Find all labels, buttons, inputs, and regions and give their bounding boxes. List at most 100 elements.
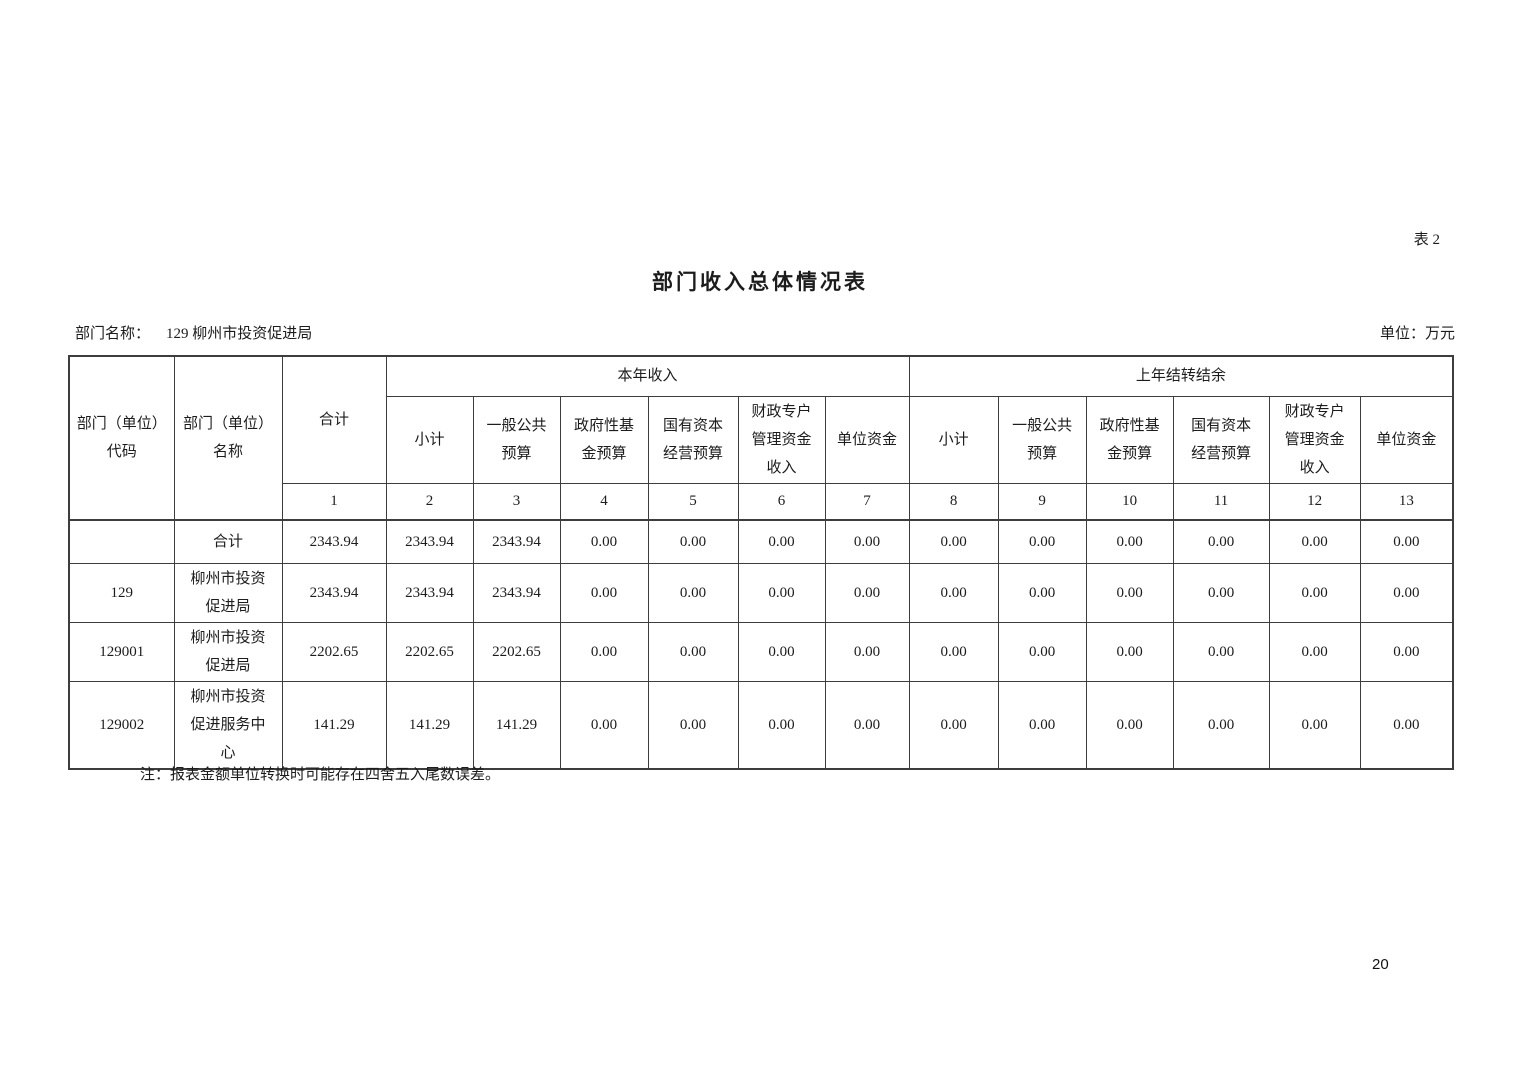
header-unit-funds-prior: 单位资金 <box>1359 395 1454 484</box>
cell-code: 129001 <box>68 621 175 682</box>
header-govt-fund-budget-prior: 政府性基 金预算 <box>1085 395 1174 484</box>
cell-value: 2202.65 <box>281 621 387 682</box>
cell-value: 0.00 <box>1085 519 1174 564</box>
cell-value: 0.00 <box>737 519 826 564</box>
cell-value: 141.29 <box>385 680 474 769</box>
cell-value: 0.00 <box>737 562 826 623</box>
department-value: 129 柳州市投资促进局 <box>166 326 313 342</box>
cell-value: 0.00 <box>824 562 910 623</box>
cell-code <box>68 519 175 564</box>
cell-value: 0.00 <box>1085 562 1174 623</box>
header-fiscal-special-account-prior: 财政专户 管理资金 收入 <box>1268 395 1361 484</box>
column-number-2: 2 <box>385 482 474 521</box>
cell-value: 0.00 <box>737 680 826 769</box>
cell-value: 0.00 <box>559 621 649 682</box>
cell-value: 2343.94 <box>385 519 474 564</box>
column-number-9: 9 <box>997 482 1087 521</box>
header-state-capital-budget-current: 国有资本 经营预算 <box>647 395 739 484</box>
column-number-12: 12 <box>1268 482 1361 521</box>
header-govt-fund-budget-current: 政府性基 金预算 <box>559 395 649 484</box>
cell-value: 141.29 <box>281 680 387 769</box>
cell-value: 0.00 <box>1085 621 1174 682</box>
cell-value: 0.00 <box>908 519 999 564</box>
cell-value: 0.00 <box>1359 562 1454 623</box>
department-label: 部门名称： <box>75 326 151 342</box>
cell-value: 0.00 <box>647 680 739 769</box>
cell-value: 0.00 <box>1268 680 1361 769</box>
cell-value: 0.00 <box>824 621 910 682</box>
column-number-5: 5 <box>647 482 739 521</box>
column-number-8: 8 <box>908 482 999 521</box>
header-total: 合计 <box>281 355 387 484</box>
income-overview-table: 部门（单位） 代码 部门（单位） 名称 合计 本年收入 上年结转结余 小计 一般… <box>68 355 1455 770</box>
table-row-total: 合计 2343.94 2343.94 2343.94 0.00 0.00 0.0… <box>68 519 1454 564</box>
column-number-7: 7 <box>824 482 910 521</box>
table-row-129: 129 柳州市投资 促进局 2343.94 2343.94 2343.94 0.… <box>68 562 1454 623</box>
cell-value: 0.00 <box>908 621 999 682</box>
cell-value: 0.00 <box>1359 621 1454 682</box>
header-group-current-year-income: 本年收入 <box>385 355 910 397</box>
cell-name: 柳州市投资 促进服务中 心 <box>173 680 283 769</box>
cell-value: 0.00 <box>559 680 649 769</box>
cell-name: 柳州市投资 促进局 <box>173 562 283 623</box>
column-number-11: 11 <box>1172 482 1270 521</box>
cell-value: 0.00 <box>824 519 910 564</box>
header-subtotal-current: 小计 <box>385 395 474 484</box>
header-name: 部门（单位） 名称 <box>173 355 283 521</box>
cell-value: 0.00 <box>1172 519 1270 564</box>
column-number-1: 1 <box>281 482 387 521</box>
cell-value: 0.00 <box>997 680 1087 769</box>
table-row-129001: 129001 柳州市投资 促进局 2202.65 2202.65 2202.65… <box>68 621 1454 682</box>
column-number-3: 3 <box>472 482 561 521</box>
cell-value: 0.00 <box>1268 519 1361 564</box>
cell-value: 2202.65 <box>472 621 561 682</box>
cell-value: 2343.94 <box>281 562 387 623</box>
cell-name: 柳州市投资 促进局 <box>173 621 283 682</box>
column-number-13: 13 <box>1359 482 1454 521</box>
page-title: 部门收入总体情况表 <box>652 270 868 294</box>
header-general-public-budget-current: 一般公共 预算 <box>472 395 561 484</box>
cell-value: 2343.94 <box>385 562 474 623</box>
cell-code: 129002 <box>68 680 175 769</box>
cell-code: 129 <box>68 562 175 623</box>
cell-value: 0.00 <box>1172 562 1270 623</box>
cell-value: 0.00 <box>908 680 999 769</box>
cell-value: 0.00 <box>1172 621 1270 682</box>
cell-value: 2343.94 <box>281 519 387 564</box>
cell-value: 2343.94 <box>472 562 561 623</box>
header-group-prior-year-carryover: 上年结转结余 <box>908 355 1454 397</box>
header-fiscal-special-account-current: 财政专户 管理资金 收入 <box>737 395 826 484</box>
header-state-capital-budget-prior: 国有资本 经营预算 <box>1172 395 1270 484</box>
cell-value: 0.00 <box>1172 680 1270 769</box>
header-general-public-budget-prior: 一般公共 预算 <box>997 395 1087 484</box>
header-row-column-numbers: 1 2 3 4 5 6 7 8 9 10 11 12 13 <box>69 482 1454 521</box>
cell-value: 0.00 <box>737 621 826 682</box>
header-row-groups: 部门（单位） 代码 部门（单位） 名称 合计 本年收入 上年结转结余 <box>68 355 1454 521</box>
header-unit-funds-current: 单位资金 <box>824 395 910 484</box>
header-code: 部门（单位） 代码 <box>68 355 175 521</box>
cell-value: 0.00 <box>647 562 739 623</box>
cell-value: 0.00 <box>908 562 999 623</box>
table-number-label: 表 2 <box>1413 232 1440 248</box>
cell-value: 2343.94 <box>472 519 561 564</box>
column-number-4: 4 <box>559 482 649 521</box>
cell-value: 2202.65 <box>385 621 474 682</box>
cell-value: 0.00 <box>997 519 1087 564</box>
unit-label: 单位：万元 <box>1379 326 1455 342</box>
cell-value: 0.00 <box>559 562 649 623</box>
cell-value: 0.00 <box>997 621 1087 682</box>
cell-value: 0.00 <box>1268 621 1361 682</box>
cell-value: 0.00 <box>647 519 739 564</box>
cell-name: 合计 <box>173 519 283 564</box>
column-number-10: 10 <box>1085 482 1174 521</box>
page-number: 20 <box>1372 956 1389 973</box>
cell-value: 141.29 <box>472 680 561 769</box>
cell-value: 0.00 <box>1268 562 1361 623</box>
cell-value: 0.00 <box>997 562 1087 623</box>
cell-value: 0.00 <box>559 519 649 564</box>
header-row-subcolumns: 小计 一般公共 预算 政府性基 金预算 国有资本 经营预算 财政专户 管理资金 … <box>69 395 1454 484</box>
header-subtotal-prior: 小计 <box>908 395 999 484</box>
cell-value: 0.00 <box>824 680 910 769</box>
cell-value: 0.00 <box>647 621 739 682</box>
column-number-6: 6 <box>737 482 826 521</box>
